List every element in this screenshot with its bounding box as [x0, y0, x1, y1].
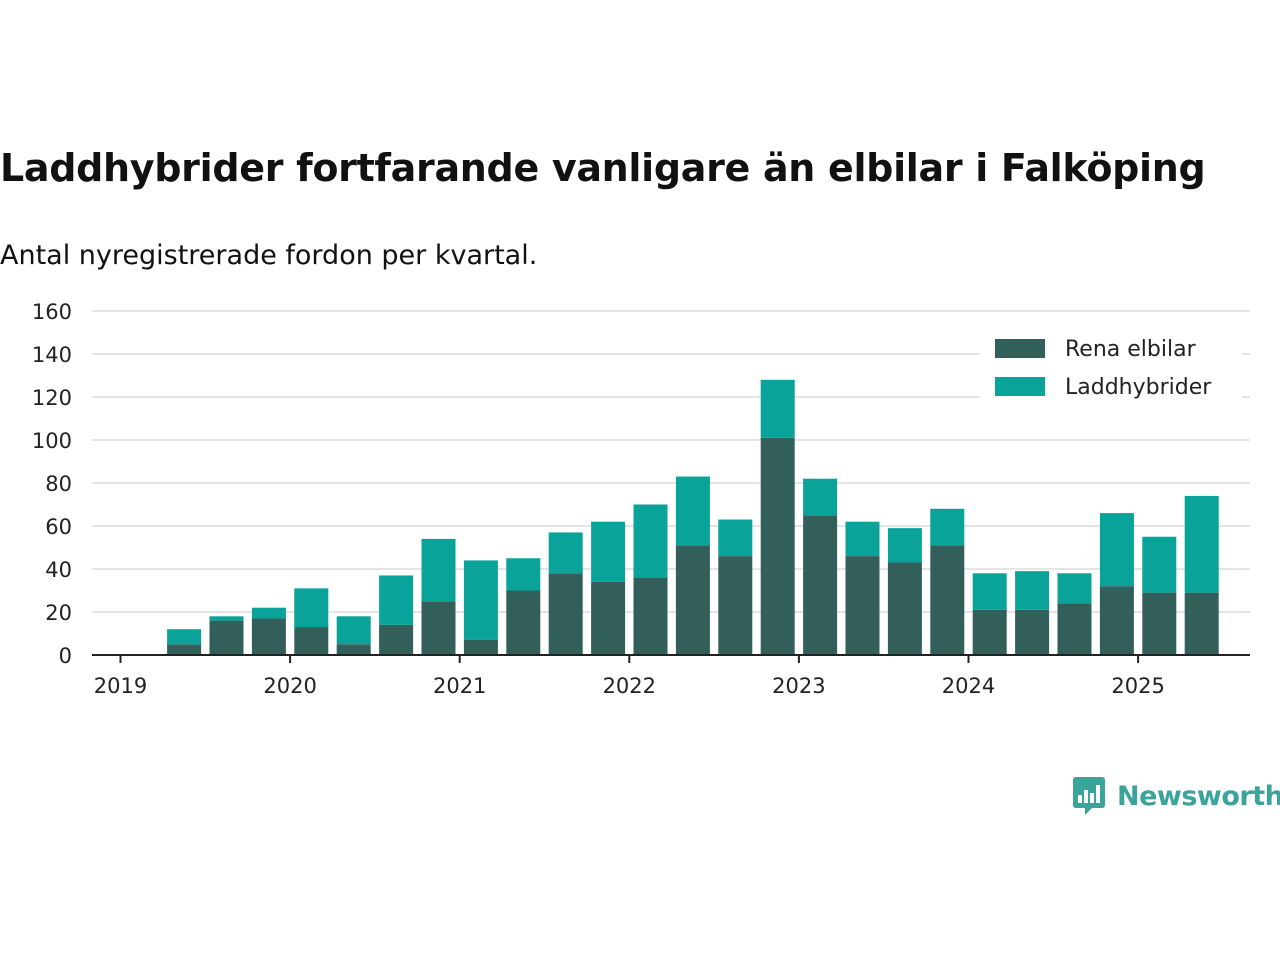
bar-laddhybrider — [1099, 513, 1134, 587]
bar-rena-elbilar — [1099, 586, 1134, 655]
bar-laddhybrider — [803, 478, 838, 516]
legend: Rena elbilar Laddhybrider — [980, 325, 1242, 405]
y-tick-label: 0 — [59, 644, 72, 668]
bar-rena-elbilar — [718, 556, 753, 655]
bar-chart-bubble-icon — [1073, 777, 1105, 815]
y-tick-label: 120 — [32, 386, 72, 410]
chart-title: Laddhybrider fortfarande vanligare än el… — [0, 146, 1206, 190]
bar-laddhybrider — [251, 607, 286, 619]
bar-rena-elbilar — [379, 624, 414, 655]
bar-laddhybrider — [548, 532, 583, 574]
bar-laddhybrider — [506, 558, 541, 591]
y-tick-label: 40 — [45, 558, 72, 582]
bar-rena-elbilar — [972, 609, 1007, 655]
bar-laddhybrider — [463, 560, 498, 640]
bar-rena-elbilar — [251, 618, 286, 655]
bar-rena-elbilar — [887, 562, 922, 655]
bar-laddhybrider — [972, 573, 1007, 610]
legend-label: Laddhybrider — [1065, 375, 1212, 400]
bar-rena-elbilar — [548, 573, 583, 655]
x-tick-label: 2024 — [942, 674, 995, 698]
bar-laddhybrider — [1142, 536, 1177, 593]
bar-laddhybrider — [379, 575, 414, 625]
legend-label: Rena elbilar — [1065, 337, 1197, 362]
bar-rena-elbilar — [336, 644, 371, 655]
bar-rena-elbilar — [930, 545, 965, 655]
y-axis-ticks: 0 20 40 60 80 100 120 140 160 — [32, 300, 72, 668]
bar-laddhybrider — [845, 521, 880, 557]
bar-rena-elbilar — [506, 590, 541, 655]
bar-laddhybrider — [1184, 495, 1219, 593]
bar-laddhybrider — [718, 519, 753, 557]
bar-rena-elbilar — [803, 515, 838, 655]
bar-rena-elbilar — [845, 556, 880, 655]
bar-laddhybrider — [675, 476, 710, 546]
newsworthy-logo: Newsworthy — [1072, 776, 1280, 816]
legend-swatch — [995, 339, 1045, 358]
bar-laddhybrider — [633, 504, 668, 578]
bar-rena-elbilar — [209, 620, 244, 655]
bar-laddhybrider — [421, 538, 456, 602]
bar-rena-elbilar — [675, 545, 710, 655]
bar-rena-elbilar — [294, 627, 329, 655]
x-tick-label: 2021 — [433, 674, 486, 698]
x-tick-label: 2023 — [772, 674, 825, 698]
bar-rena-elbilar — [591, 581, 626, 655]
bar-rena-elbilar — [1015, 609, 1050, 655]
bar-laddhybrider — [167, 629, 202, 645]
bar-laddhybrider — [1015, 571, 1050, 610]
y-tick-label: 80 — [45, 472, 72, 496]
bar-laddhybrider — [209, 616, 244, 621]
bar-laddhybrider — [591, 521, 626, 582]
bar-rena-elbilar — [760, 437, 795, 655]
y-tick-label: 20 — [45, 601, 72, 625]
bar-laddhybrider — [930, 508, 965, 546]
bars — [167, 379, 1219, 655]
bar-rena-elbilar — [167, 644, 202, 655]
y-tick-label: 60 — [45, 515, 72, 539]
bar-laddhybrider — [887, 528, 922, 563]
bar-rena-elbilar — [421, 601, 456, 655]
x-tick-label: 2020 — [263, 674, 316, 698]
y-tick-label: 160 — [32, 300, 72, 324]
bar-rena-elbilar — [1057, 603, 1092, 655]
chart-subtitle: Antal nyregistrerade fordon per kvartal. — [0, 240, 538, 271]
bar-rena-elbilar — [463, 639, 498, 655]
x-axis-ticks: 2019 2020 2021 2022 2023 2024 2025 — [94, 655, 1165, 698]
bar-laddhybrider — [1057, 573, 1092, 604]
brand-name: Newsworthy — [1117, 780, 1280, 812]
bar-rena-elbilar — [633, 577, 668, 655]
bar-rena-elbilar — [1184, 592, 1219, 655]
bar-laddhybrider — [294, 588, 329, 628]
x-tick-label: 2019 — [94, 674, 147, 698]
bar-rena-elbilar — [1142, 592, 1177, 655]
y-tick-label: 100 — [32, 429, 72, 453]
legend-swatch — [995, 377, 1045, 396]
x-tick-label: 2022 — [603, 674, 656, 698]
x-tick-label: 2025 — [1111, 674, 1164, 698]
y-tick-label: 140 — [32, 343, 72, 367]
bar-laddhybrider — [760, 379, 795, 438]
bar-laddhybrider — [336, 616, 371, 645]
